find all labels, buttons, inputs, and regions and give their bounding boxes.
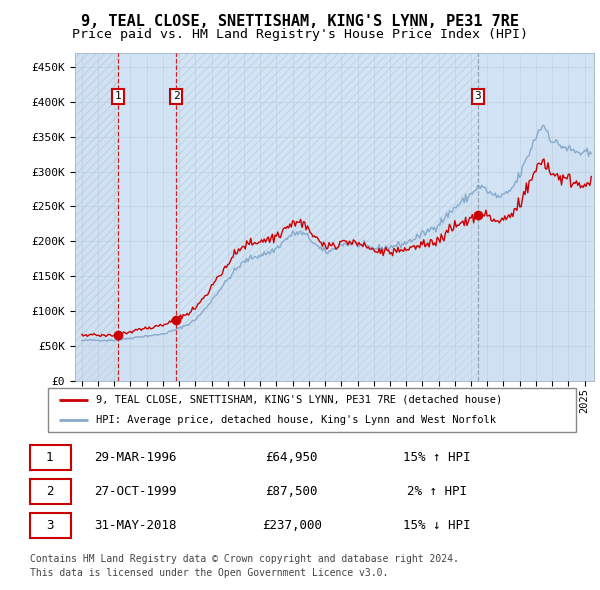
Text: £64,950: £64,950	[266, 451, 318, 464]
Bar	[72, 53, 118, 381]
Text: Price paid vs. HM Land Registry's House Price Index (HPI): Price paid vs. HM Land Registry's House …	[72, 28, 528, 41]
FancyBboxPatch shape	[48, 388, 576, 432]
FancyBboxPatch shape	[29, 445, 71, 470]
Bar	[478, 53, 600, 381]
FancyBboxPatch shape	[29, 479, 71, 504]
Bar	[118, 53, 176, 381]
Text: 2: 2	[46, 485, 53, 498]
Text: £237,000: £237,000	[262, 519, 322, 532]
Text: 27-OCT-1999: 27-OCT-1999	[94, 485, 177, 498]
Text: 15% ↓ HPI: 15% ↓ HPI	[403, 519, 470, 532]
Text: 1: 1	[46, 451, 53, 464]
Text: 31-MAY-2018: 31-MAY-2018	[94, 519, 177, 532]
Text: 2% ↑ HPI: 2% ↑ HPI	[407, 485, 467, 498]
Text: 3: 3	[475, 91, 481, 101]
Bar	[176, 53, 478, 381]
Text: 1: 1	[115, 91, 121, 101]
Text: 9, TEAL CLOSE, SNETTISHAM, KING'S LYNN, PE31 7RE: 9, TEAL CLOSE, SNETTISHAM, KING'S LYNN, …	[81, 14, 519, 30]
Text: 2: 2	[173, 91, 179, 101]
Text: 9, TEAL CLOSE, SNETTISHAM, KING'S LYNN, PE31 7RE (detached house): 9, TEAL CLOSE, SNETTISHAM, KING'S LYNN, …	[95, 395, 502, 405]
Text: This data is licensed under the Open Government Licence v3.0.: This data is licensed under the Open Gov…	[30, 569, 388, 578]
FancyBboxPatch shape	[29, 513, 71, 538]
Text: £87,500: £87,500	[266, 485, 318, 498]
Text: 15% ↑ HPI: 15% ↑ HPI	[403, 451, 470, 464]
Text: HPI: Average price, detached house, King's Lynn and West Norfolk: HPI: Average price, detached house, King…	[95, 415, 496, 425]
Text: 29-MAR-1996: 29-MAR-1996	[94, 451, 177, 464]
Text: Contains HM Land Registry data © Crown copyright and database right 2024.: Contains HM Land Registry data © Crown c…	[30, 555, 459, 564]
Text: 3: 3	[46, 519, 53, 532]
